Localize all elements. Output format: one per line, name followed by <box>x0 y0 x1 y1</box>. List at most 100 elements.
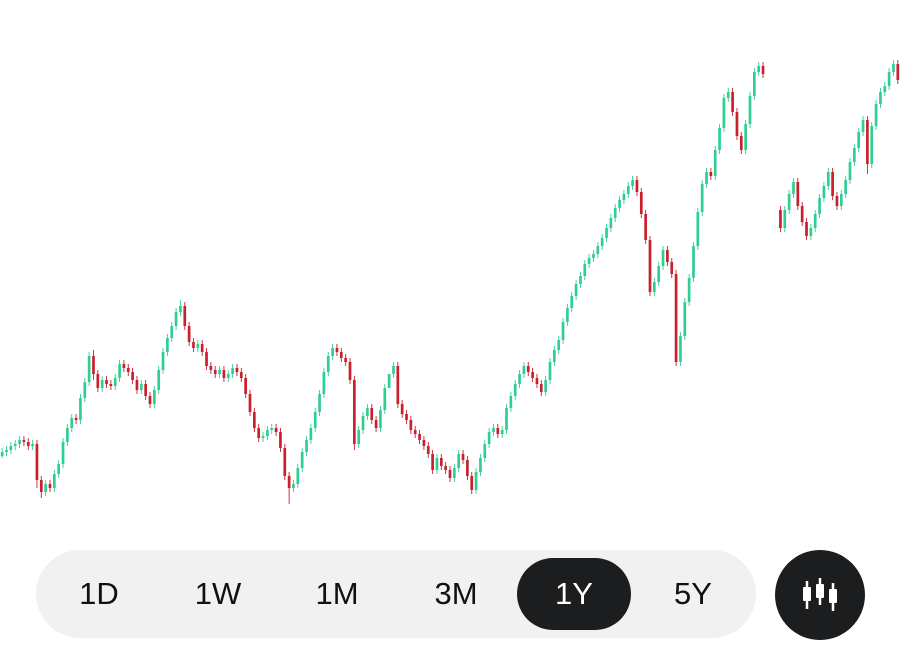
candle-up <box>153 390 156 404</box>
candle-up <box>657 266 661 282</box>
candle-up <box>322 372 326 394</box>
time-range-selector: 1D 1W 1M 3M 1Y 5Y <box>36 550 756 638</box>
candle-up <box>5 450 8 452</box>
candlestick-chart[interactable] <box>0 0 900 530</box>
candle-down <box>39 480 43 492</box>
candle-down <box>796 182 800 206</box>
candle-up <box>592 254 595 258</box>
range-1y-button[interactable]: 1Y <box>517 558 631 630</box>
candle-down <box>731 92 734 112</box>
candle-up <box>757 66 761 72</box>
candle-up <box>679 336 682 362</box>
candle-up <box>305 440 308 452</box>
candle-up <box>61 442 65 464</box>
candle-up <box>18 440 21 444</box>
candle-down <box>739 136 743 150</box>
candle-up <box>618 200 621 208</box>
candle-down <box>253 412 256 428</box>
candle-up <box>696 212 700 246</box>
candle-up <box>500 430 504 434</box>
candle-down <box>470 476 474 490</box>
candle-up <box>492 428 495 432</box>
candle-down <box>779 210 782 228</box>
candle-down <box>496 428 500 434</box>
candle-up <box>622 194 626 200</box>
candle-up <box>379 410 382 428</box>
candle-down <box>353 380 356 444</box>
candle-up <box>196 344 200 348</box>
candle-up <box>479 458 482 472</box>
candle-down <box>257 428 261 438</box>
candle-down <box>866 120 869 164</box>
candle-up <box>626 186 630 194</box>
candle-down <box>405 414 408 420</box>
candle-down <box>635 180 639 192</box>
candle-down <box>348 362 352 380</box>
candle-up <box>509 396 513 408</box>
candle-up <box>892 64 895 72</box>
candle-up <box>57 464 61 474</box>
candle-down <box>896 64 900 80</box>
candle-up <box>826 172 830 186</box>
candle-down <box>126 368 130 372</box>
candle-up <box>579 276 582 284</box>
candle-up <box>818 198 821 214</box>
range-1d-button[interactable]: 1D <box>79 576 119 611</box>
candle-down <box>183 306 187 326</box>
candle-down <box>644 214 647 240</box>
candle-up <box>83 382 87 398</box>
candle-up <box>513 384 517 396</box>
candle-up <box>609 218 613 228</box>
candle-down <box>283 448 287 476</box>
candle-down <box>131 372 134 380</box>
candle-down <box>209 366 213 370</box>
range-3m-button[interactable]: 3M <box>434 576 478 611</box>
candle-down <box>761 66 765 74</box>
price-chart[interactable] <box>0 0 900 530</box>
candle-up <box>44 484 47 492</box>
candle-up <box>474 472 478 490</box>
candle-up <box>313 412 317 428</box>
candle-up <box>31 444 34 446</box>
range-1w-button[interactable]: 1W <box>194 576 242 611</box>
candle-down <box>122 364 126 368</box>
candle-up <box>718 128 721 150</box>
candle-up <box>887 72 891 86</box>
candle-up <box>383 388 387 410</box>
candle-down <box>248 394 252 412</box>
candle-down <box>287 476 291 488</box>
candle-up <box>87 356 91 382</box>
candle-up <box>692 246 695 278</box>
candle-up <box>744 124 747 150</box>
chart-type-button[interactable] <box>775 550 865 640</box>
candle-down <box>370 408 374 420</box>
candle-up <box>435 458 439 470</box>
candle-up <box>296 468 300 484</box>
candle-down <box>339 352 343 358</box>
candle-down <box>835 196 839 206</box>
candle-down <box>413 430 417 434</box>
candle-up <box>392 366 395 374</box>
candle-up <box>792 182 795 194</box>
candle-up <box>357 430 361 444</box>
candle-up <box>783 210 787 228</box>
candle-down <box>74 418 78 420</box>
candle-up <box>318 394 321 412</box>
candle-down <box>35 444 39 480</box>
candle-up <box>600 238 604 246</box>
candle-down <box>531 372 534 378</box>
candle-down <box>222 370 226 378</box>
range-5y-button[interactable]: 5Y <box>674 576 712 611</box>
candle-up <box>179 306 182 312</box>
range-1m-button[interactable]: 1M <box>315 576 359 611</box>
candle-up <box>161 352 165 370</box>
candle-up <box>157 370 161 390</box>
candle-up <box>326 356 330 372</box>
candle-up <box>848 162 852 180</box>
candle-up <box>822 186 826 198</box>
candle-up <box>270 428 274 430</box>
candle-down <box>26 442 30 446</box>
candle-up <box>13 444 17 446</box>
candle-down <box>466 460 469 476</box>
candle-down <box>805 222 808 236</box>
